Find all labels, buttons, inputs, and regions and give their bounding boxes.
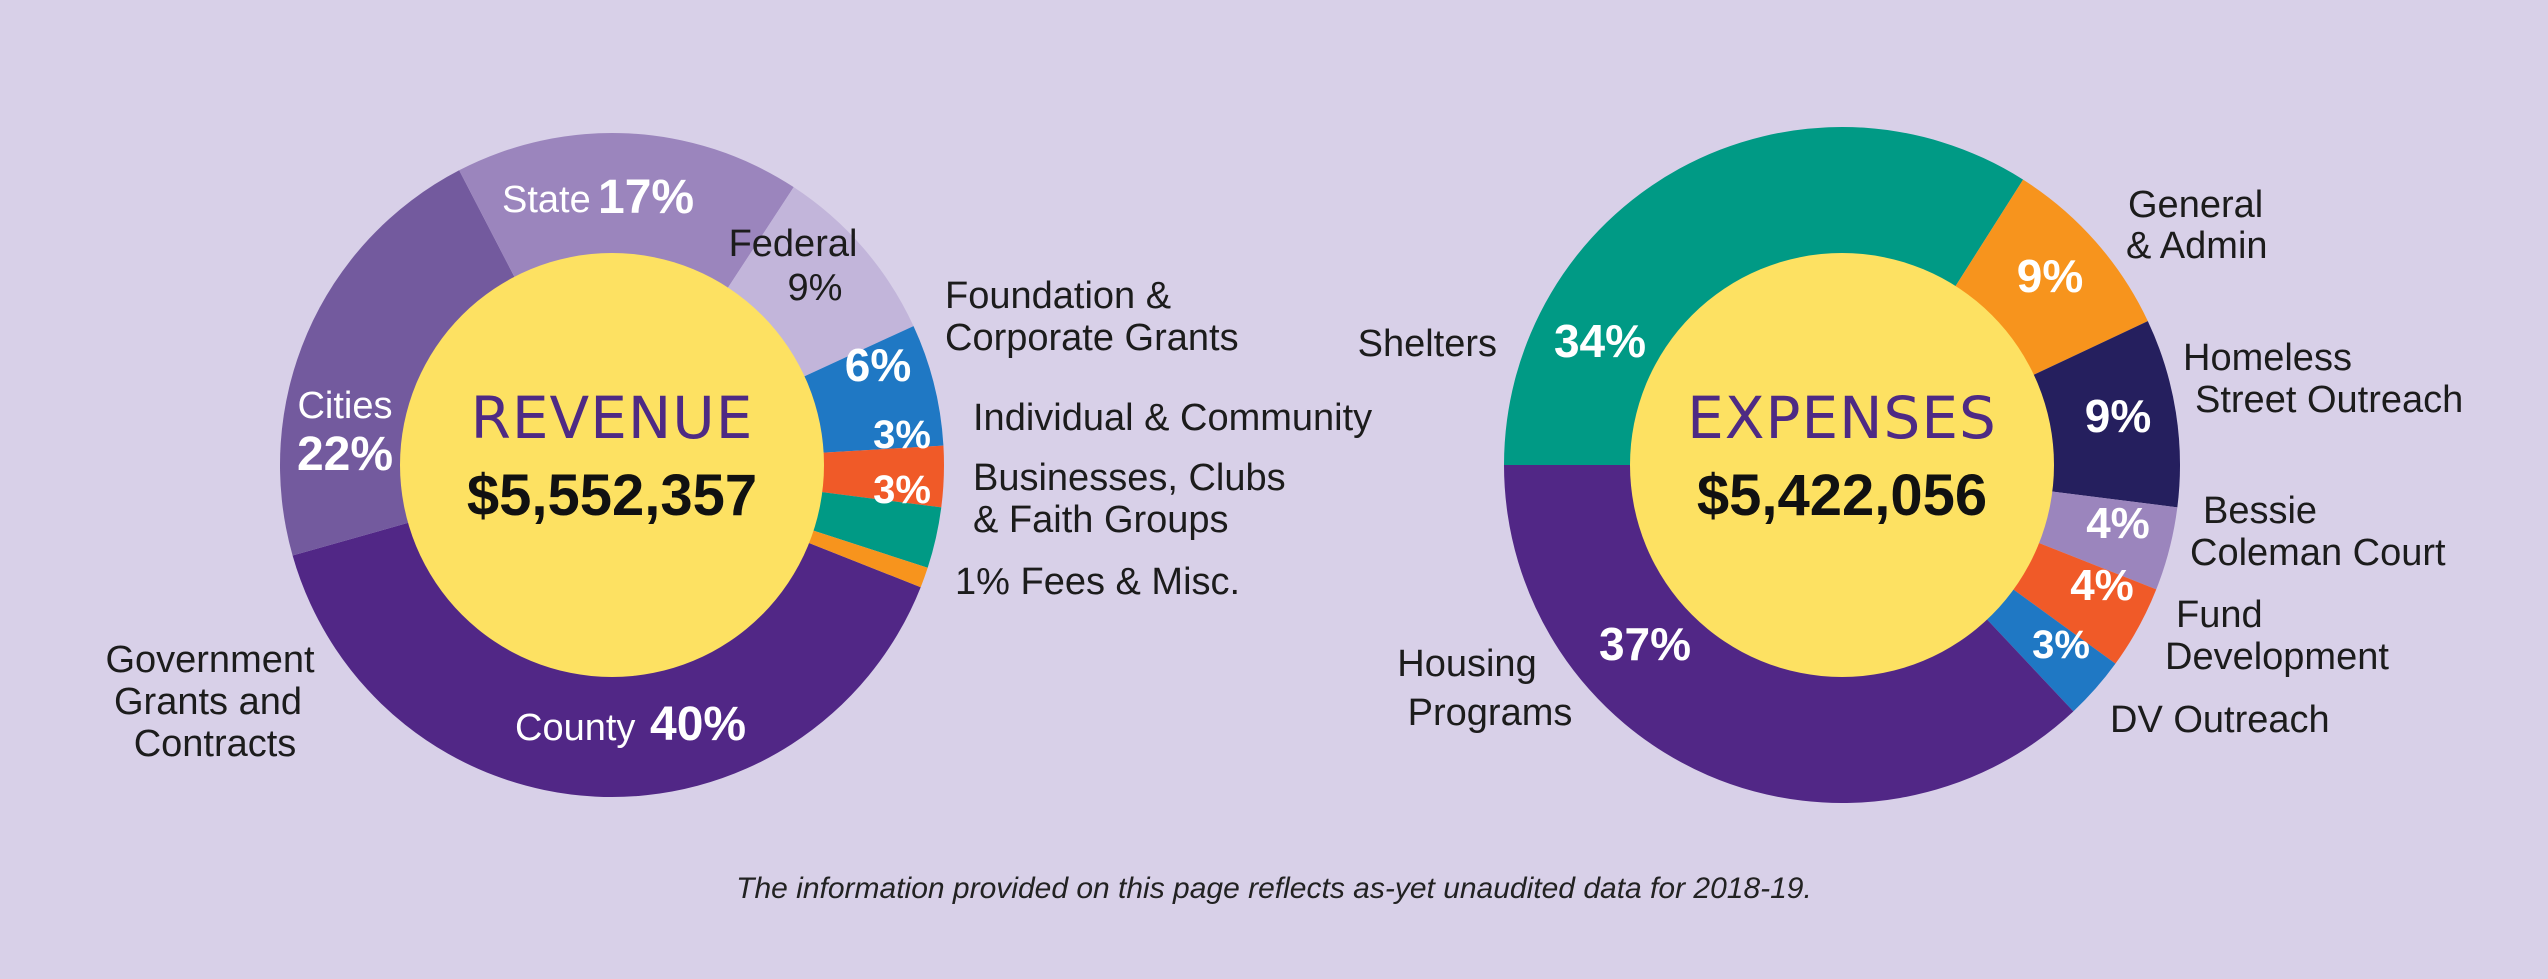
rev-individual-pct: 3% bbox=[873, 413, 931, 457]
expenses-center-circle bbox=[1630, 253, 2054, 677]
rev-state-label: State bbox=[502, 179, 591, 221]
exp-fund-pct: 4% bbox=[2070, 561, 2134, 610]
exp-housing-line1: Housing bbox=[1397, 643, 1536, 685]
exp-shelters-line1: Shelters bbox=[1358, 323, 1497, 365]
exp-homeless-line1: Homeless bbox=[2183, 337, 2352, 379]
rev-group-line2: Grants and bbox=[114, 681, 302, 723]
exp-bessie-line2: Coleman Court bbox=[2190, 532, 2446, 574]
rev-foundation-pct: 6% bbox=[845, 339, 911, 391]
exp-homeless-pct: 9% bbox=[2085, 390, 2151, 442]
rev-businesses-line2: & Faith Groups bbox=[973, 499, 1229, 541]
rev-individual-line1: Individual & Community bbox=[973, 397, 1372, 439]
rev-foundation-line2: Corporate Grants bbox=[945, 317, 1239, 359]
rev-county-label: County bbox=[515, 707, 635, 749]
revenue-title: REVENUE bbox=[471, 384, 754, 452]
exp-fund-line2: Development bbox=[2165, 636, 2389, 678]
rev-cities-pct: 22% bbox=[297, 428, 393, 481]
exp-housing-pct: 37% bbox=[1599, 618, 1691, 670]
exp-shelters-pct: 34% bbox=[1554, 315, 1646, 367]
exp-fund-line1: Fund bbox=[2176, 594, 2263, 636]
exp-bessie-line1: Bessie bbox=[2203, 490, 2317, 532]
rev-county-pct: 40% bbox=[650, 698, 746, 751]
footnote: The information provided on this page re… bbox=[736, 872, 1812, 905]
rev-cities-label: Cities bbox=[297, 385, 392, 427]
exp-dv-pct: 3% bbox=[2032, 623, 2090, 667]
exp-general-pct: 9% bbox=[2017, 250, 2083, 302]
exp-general-line2: & Admin bbox=[2126, 225, 2268, 267]
rev-federal-label: Federal bbox=[729, 223, 858, 265]
rev-businesses-line1: Businesses, Clubs bbox=[973, 457, 1286, 499]
rev-group-line1: Government bbox=[105, 639, 315, 681]
exp-dv-line1: DV Outreach bbox=[2110, 699, 2330, 741]
rev-fees-line1: 1% Fees & Misc. bbox=[955, 561, 1240, 603]
exp-housing-line2: Programs bbox=[1408, 692, 1573, 734]
revenue-total: $5,552,357 bbox=[467, 463, 757, 528]
expenses-total: $5,422,056 bbox=[1697, 463, 1987, 528]
rev-state-pct: 17% bbox=[598, 171, 694, 224]
exp-general-line1: General bbox=[2128, 184, 2263, 226]
rev-federal-pct: 9% bbox=[788, 267, 843, 309]
rev-businesses-pct: 3% bbox=[873, 468, 931, 512]
exp-homeless-line2: Street Outreach bbox=[2195, 379, 2463, 421]
exp-bessie-pct: 4% bbox=[2086, 499, 2150, 548]
rev-group-line3: Contracts bbox=[134, 723, 297, 765]
revenue-center-circle bbox=[400, 253, 824, 677]
rev-foundation-line1: Foundation & bbox=[945, 275, 1171, 317]
expenses-title: EXPENSES bbox=[1687, 384, 1997, 452]
